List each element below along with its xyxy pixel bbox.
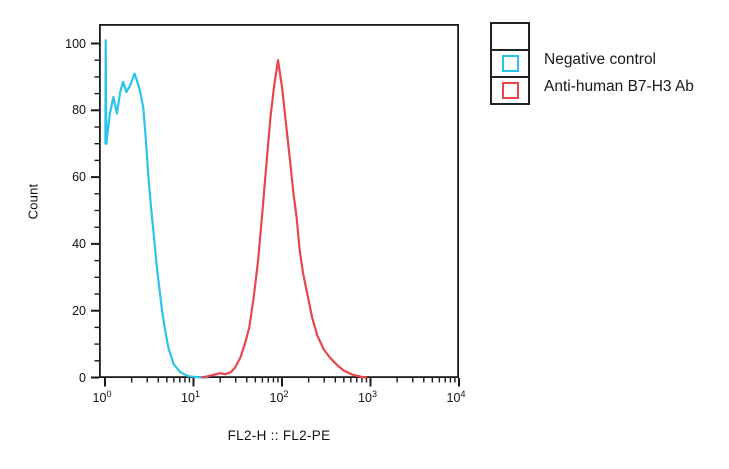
plot-frame (99, 23, 460, 379)
y-tick-label: 60 (72, 170, 86, 185)
legend-cell-empty (492, 24, 528, 49)
y-tick-label: 80 (72, 103, 86, 118)
legend-swatch-column (490, 22, 530, 105)
x-tick-label: 102 (269, 388, 289, 405)
y-axis-title: Count (25, 183, 41, 220)
curve-anti-human-b7-h3-ab (201, 59, 368, 379)
x-axis-title: FL2-H :: FL2-PE (227, 428, 331, 443)
x-tick-label: 103 (358, 388, 377, 405)
legend-label-anti-b7h3: Anti-human B7-H3 Ab (544, 78, 694, 95)
x-tick-label: 100 (92, 388, 112, 405)
y-tick-label: 20 (72, 303, 86, 318)
legend-label-negative-control: Negative control (544, 51, 657, 68)
x-tick-label: 104 (446, 388, 466, 405)
legend-cell-negative-control (492, 49, 528, 76)
negative-control-swatch-icon (501, 55, 519, 72)
anti-b7h3-swatch-icon (501, 82, 519, 99)
curve-negative-control (104, 39, 208, 379)
y-tick-label: 40 (72, 236, 86, 251)
x-tick-label: 101 (181, 388, 200, 405)
y-tick-label: 100 (65, 36, 86, 51)
y-tick-label: 0 (79, 370, 86, 385)
legend-cell-anti-b7h3 (492, 76, 528, 103)
